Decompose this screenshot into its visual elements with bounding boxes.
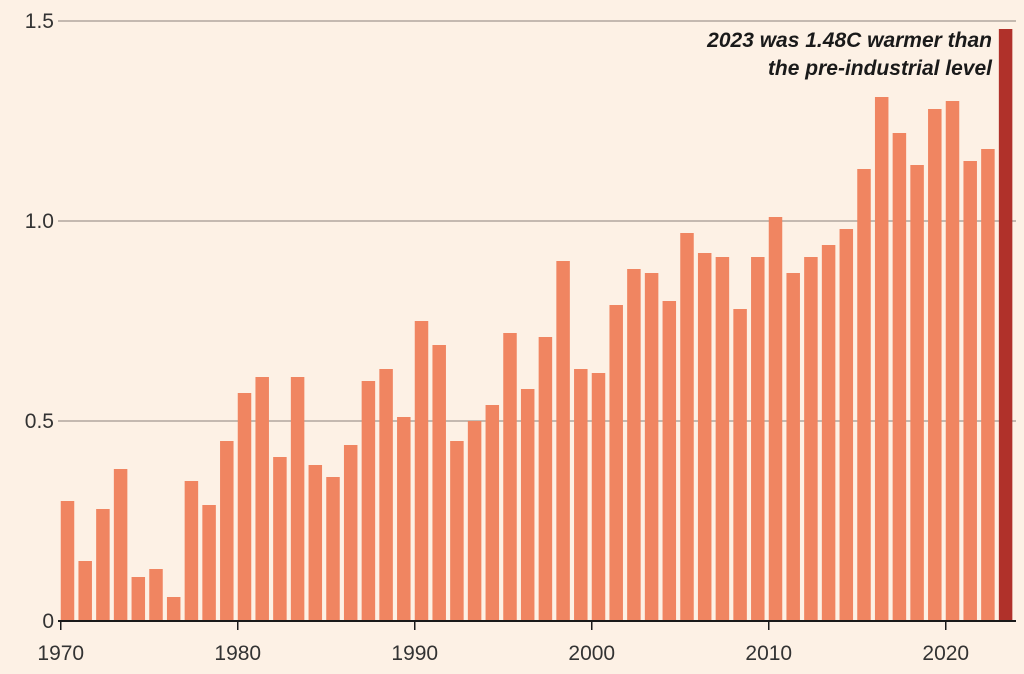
x-tick-label: 1980 [214,642,261,665]
tick-labels: 0 0.5 1.0 1.5 1970 1980 1990 2000 2010 2020 [25,10,969,665]
bar [343,445,358,621]
bar [591,373,606,621]
bars [60,29,1013,621]
bar [255,377,269,621]
bar [361,381,376,621]
bar [450,441,464,621]
bar [96,509,110,621]
bar [574,369,588,621]
bar [520,389,535,621]
bar [414,321,429,621]
bar [326,477,340,621]
annotation-line-1: 2023 was 1.48C warmer than [706,29,992,52]
bar [290,377,305,621]
bar [397,417,411,621]
bar [963,161,977,621]
x-tick-label: 2010 [745,642,792,665]
x-tick-label: 2020 [922,642,969,665]
y-tick-label: 0 [42,610,54,633]
x-tick-label: 2000 [568,642,615,665]
bar [308,465,323,621]
bar [166,597,181,621]
bar [556,261,570,621]
bar [821,245,836,621]
y-tick-label: 0.5 [25,410,54,433]
bar [432,345,446,621]
annotation-line-2: the pre-industrial level [768,57,993,80]
bar [839,229,854,621]
bar [60,501,75,621]
bar [892,133,907,621]
bar [910,165,924,621]
bar [113,469,128,621]
bar [945,101,960,621]
y-tick-label: 1.5 [25,10,54,33]
bar [485,405,500,621]
bar [804,257,818,621]
x-tick-label: 1990 [391,642,438,665]
bar [202,505,216,621]
bar [768,217,783,621]
x-tick-label: 1970 [37,642,84,665]
bar [273,457,287,621]
bar [751,257,765,621]
bar [697,253,712,621]
bar [715,257,730,621]
axes [58,620,1016,630]
bar [149,569,163,621]
bar [609,305,623,621]
bar [733,309,747,621]
bar [184,481,199,621]
bar [220,441,234,621]
y-tick-label: 1.0 [25,210,54,233]
bar [874,97,889,621]
bar [627,269,641,621]
gridlines [58,20,1016,422]
bar [379,369,393,621]
bar [857,169,871,621]
bar [998,29,1013,621]
bar [644,273,659,621]
bar [538,337,553,621]
bar [662,301,677,621]
bar [78,561,92,621]
bar [503,333,517,621]
bar [131,577,146,621]
bar [680,233,694,621]
bar [981,149,995,621]
bar [786,273,800,621]
bar [928,109,942,621]
bar [237,393,252,621]
bar [467,421,482,621]
annotation: 2023 was 1.48C warmer than the pre-indus… [706,29,993,80]
